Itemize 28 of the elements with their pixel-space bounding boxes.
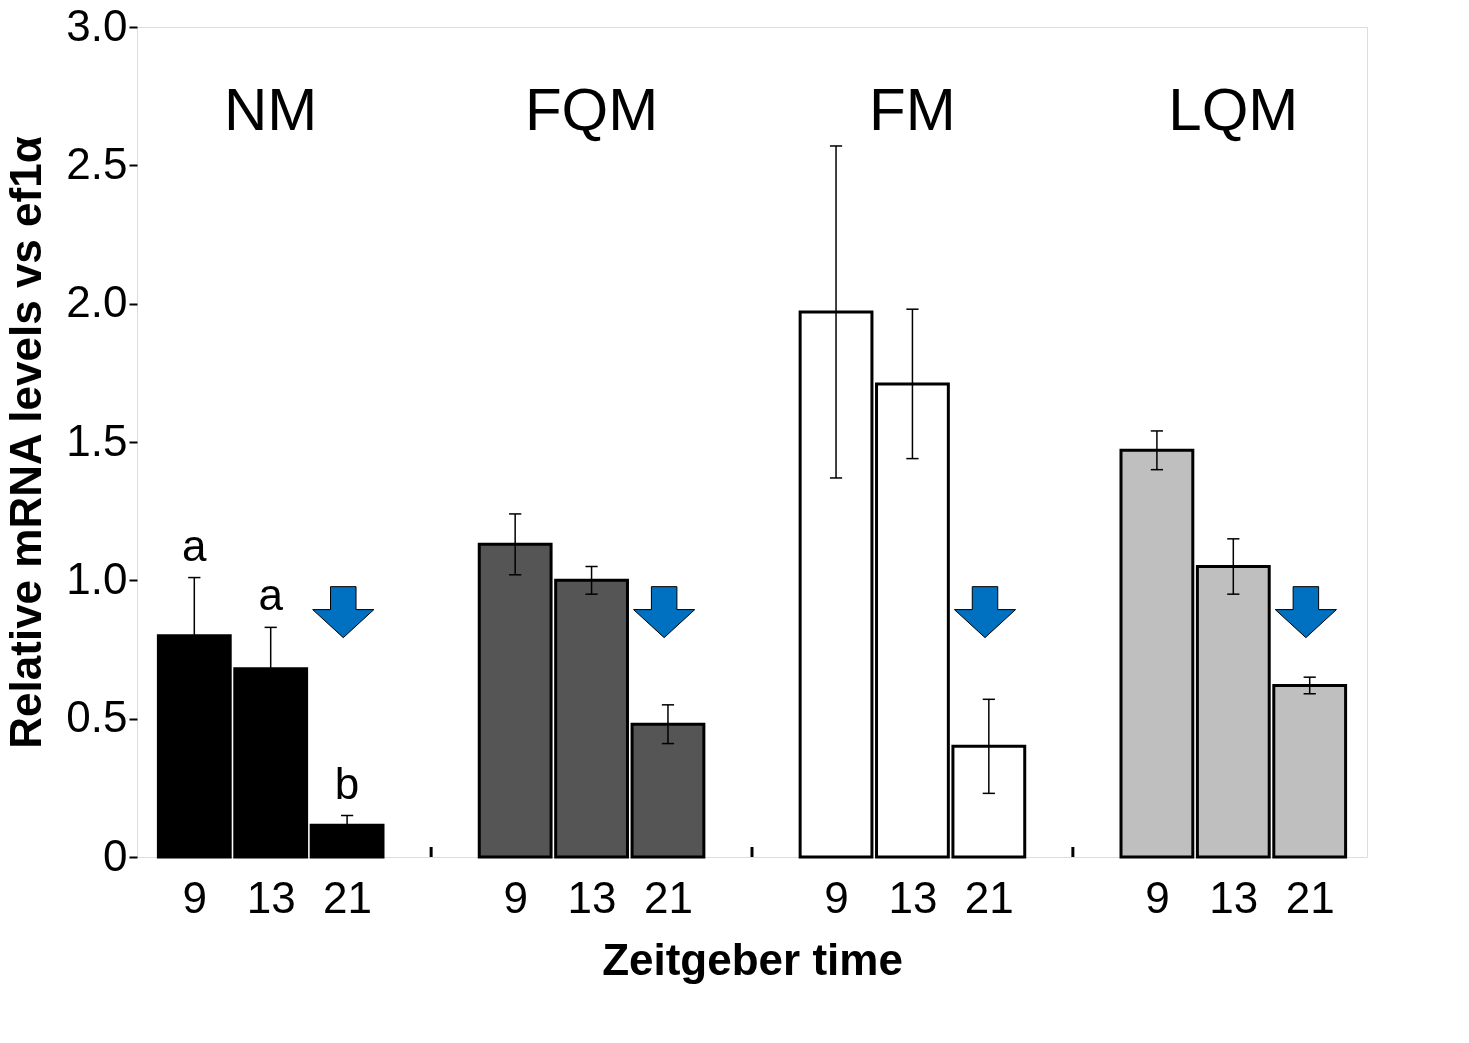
annotation: NM <box>224 76 318 143</box>
y-tick-label: 1.5 <box>66 415 128 465</box>
x-tick-label: 21 <box>964 872 1014 922</box>
annotation: FQM <box>524 76 659 143</box>
y-tick-label: 2.5 <box>66 138 128 188</box>
x-tick-label: 9 <box>182 872 208 922</box>
y-tick-label: 2.0 <box>66 277 128 327</box>
annotation: LQM <box>1168 76 1299 143</box>
y-axis-title: Relative mRNA levels vs ef1α <box>1 136 51 749</box>
x-axis-title: Zeitgeber time <box>602 934 903 984</box>
x-tick-label: 21 <box>323 872 373 922</box>
annotation: b <box>334 758 360 808</box>
annotation: a <box>258 570 284 620</box>
x-tick-label: 21 <box>643 872 693 922</box>
y-tick-label: 0.5 <box>66 692 128 742</box>
x-tick-label: 13 <box>567 872 617 922</box>
x-tick-label: 9 <box>1145 872 1170 922</box>
annotation: FM <box>869 76 956 143</box>
x-tick-label: 13 <box>1209 872 1259 922</box>
x-tick-label: 21 <box>1285 872 1335 922</box>
x-tick-label: 13 <box>246 872 296 922</box>
y-tick-label: 0 <box>103 830 128 880</box>
x-tick-label: 9 <box>824 872 849 922</box>
y-tick-label: 1.0 <box>66 553 128 603</box>
annotation: a <box>182 520 208 570</box>
x-tick-label: 13 <box>888 872 938 922</box>
y-tick-label: 3.0 <box>66 0 128 50</box>
x-tick-label: 9 <box>503 872 528 922</box>
